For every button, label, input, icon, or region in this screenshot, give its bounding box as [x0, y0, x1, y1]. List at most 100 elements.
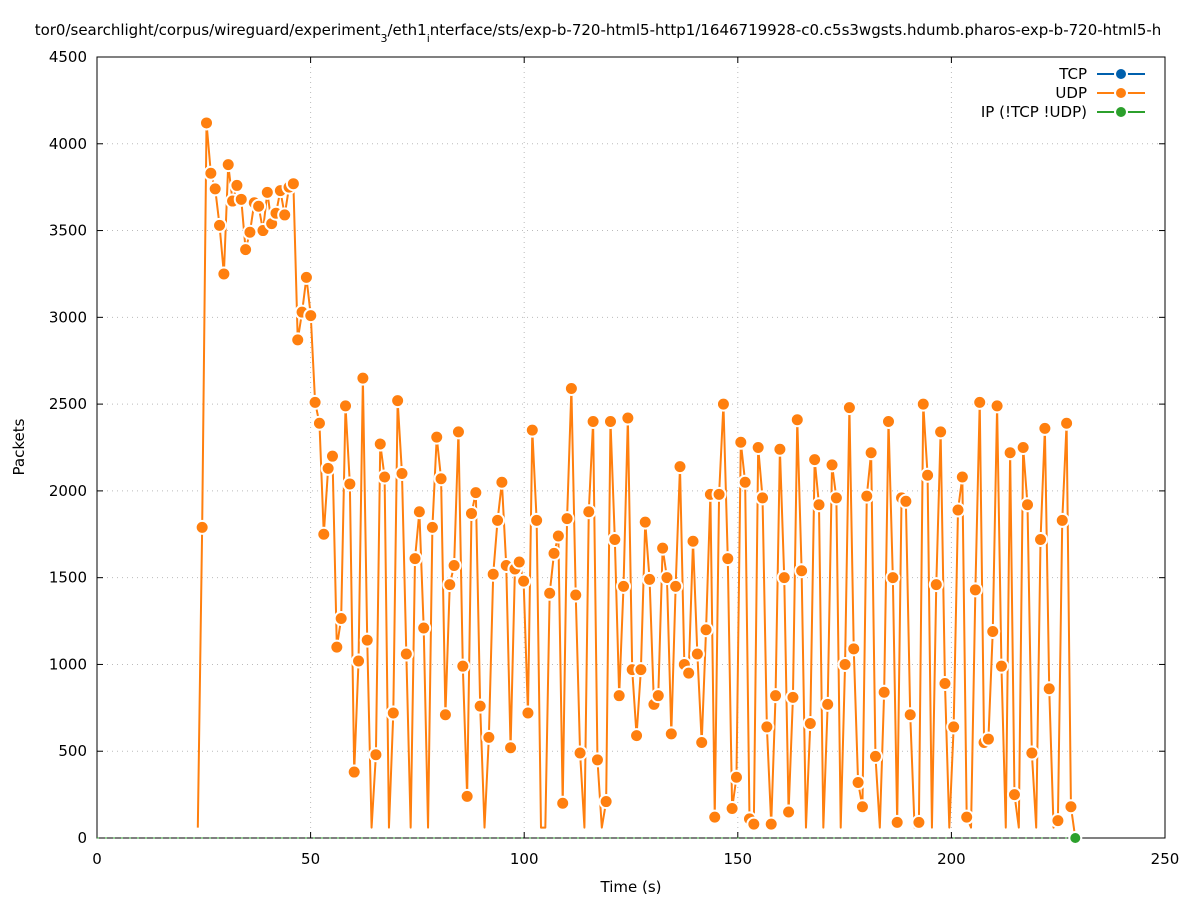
udp-data-point: [611, 688, 627, 704]
title-segment: nterface/sts/exp-b-720-html5-http1/16467…: [430, 21, 1162, 39]
udp-data-point: [490, 512, 506, 528]
y-tick-label: 2500: [49, 395, 87, 413]
udp-data-point: [394, 466, 410, 482]
x-tick-label: 100: [510, 850, 539, 868]
udp-data-point: [472, 698, 488, 714]
title-segment: /eth1: [387, 21, 426, 39]
udp-data-point: [707, 809, 723, 825]
udp-data-point: [346, 764, 362, 780]
y-tick-label: 4000: [49, 135, 87, 153]
udp-data-point: [928, 577, 944, 593]
udp-data-point: [524, 422, 540, 438]
udp-data-point: [785, 689, 801, 705]
udp-data-point: [616, 578, 632, 594]
udp-data-point: [233, 191, 249, 207]
udp-data-point: [216, 266, 232, 282]
udp-data-point: [755, 490, 771, 506]
udp-data-point: [711, 486, 727, 502]
udp-data-point: [1020, 497, 1036, 513]
udp-data-point: [285, 176, 301, 192]
udp-data-point: [385, 705, 401, 721]
udp-data-point: [468, 485, 484, 501]
udp-data-point: [581, 504, 597, 520]
udp-data-point: [776, 570, 792, 586]
y-axis-label: Packets: [10, 418, 28, 475]
udp-data-point: [933, 424, 949, 440]
udp-data-point: [659, 570, 675, 586]
udp-data-point: [655, 540, 671, 556]
udp-data-point: [1015, 440, 1031, 455]
udp-data-point: [485, 566, 501, 582]
udp-data-point: [1059, 415, 1075, 431]
udp-data-point: [681, 665, 697, 681]
y-tick-label: 2000: [49, 482, 87, 500]
udp-data-point: [650, 688, 666, 704]
udp-data-point: [377, 469, 393, 485]
udp-data-point: [329, 639, 345, 655]
axis-ticks: 0 500 1000 1500 2000 2500 3000 3500 4000 4500 0 50 1…: [49, 48, 1180, 868]
udp-data-point: [772, 441, 788, 457]
udp-data-point: [563, 380, 579, 396]
udp-data-point: [881, 413, 897, 429]
udp-data-point: [407, 551, 423, 567]
udp-data-point: [876, 684, 892, 700]
udp-data-point: [972, 394, 988, 410]
udp-data-point: [359, 632, 375, 648]
udp-data-point: [993, 658, 1009, 674]
legend-label: UDP: [1055, 84, 1087, 102]
legend-marker: [1114, 105, 1128, 119]
udp-data-point: [589, 752, 605, 768]
udp-data-point: [737, 474, 753, 490]
udp-data-point: [828, 490, 844, 506]
legend-label: TCP: [1058, 65, 1087, 83]
title-segment: tor0/searchlight/corpus/wireguard/experi…: [35, 21, 381, 39]
udp-data-point: [1006, 787, 1022, 803]
udp-data-point: [411, 504, 427, 520]
udp-data-point: [316, 526, 332, 542]
udp-data-point: [416, 620, 432, 636]
udp-data-point: [954, 469, 970, 485]
title-subscript: i: [427, 32, 430, 45]
udp-data-point: [463, 505, 479, 521]
udp-data-point: [324, 448, 340, 464]
udp-data-point: [368, 747, 384, 763]
udp-data-point: [694, 735, 710, 751]
udp-data-point: [429, 429, 445, 445]
udp-data-point: [455, 658, 471, 674]
udp-data-point: [898, 493, 914, 509]
udp-data-point: [1024, 745, 1040, 761]
udp-data-point: [229, 177, 245, 193]
udp-data-point: [950, 502, 966, 518]
udp-data-point: [220, 157, 236, 173]
udp-data-point: [1050, 813, 1066, 829]
udp-data-point: [794, 563, 810, 579]
x-tick-label: 150: [723, 850, 752, 868]
y-tick-label: 1000: [49, 655, 87, 673]
udp-data-point: [212, 217, 228, 233]
plot-border: [96, 56, 1166, 839]
udp-data-point: [494, 474, 510, 490]
udp-data-point: [481, 729, 497, 745]
udp-data-point: [251, 198, 267, 214]
udp-data-point: [668, 578, 684, 594]
udp-data-point: [303, 308, 319, 324]
udp-data-point: [199, 115, 215, 131]
udp-data-point: [320, 460, 336, 476]
udp-data-point: [989, 398, 1005, 414]
chart-title: tor0/searchlight/corpus/wireguard/experi…: [35, 21, 1162, 45]
udp-data-point: [663, 726, 679, 742]
udp-data-point: [585, 413, 601, 429]
udp-data-point: [689, 646, 705, 662]
udp-data-point: [672, 459, 688, 475]
udp-data-point: [242, 224, 258, 240]
udp-data-point: [915, 396, 931, 412]
udp-data-point: [1037, 420, 1053, 436]
udp-data-point: [503, 740, 519, 756]
udp-data-point: [846, 641, 862, 657]
udp-data-point: [902, 707, 918, 723]
udp-data-point: [746, 816, 762, 832]
udp-data-point: [789, 412, 805, 428]
y-tick-label: 3500: [49, 222, 87, 240]
title-subscript: 3: [380, 32, 387, 45]
